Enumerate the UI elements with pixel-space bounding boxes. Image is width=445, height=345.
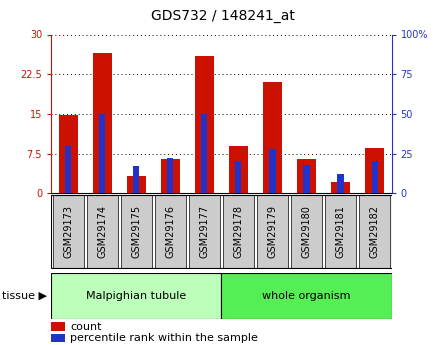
Bar [99,114,105,193]
Bar [121,195,152,268]
Bar [257,195,288,268]
Bar [59,115,77,193]
Bar [51,334,65,342]
Bar [51,273,222,319]
Bar [235,161,242,193]
Text: GSM29173: GSM29173 [63,205,73,258]
Text: whole organism: whole organism [262,291,351,301]
Bar [167,158,174,193]
Text: count: count [70,322,101,332]
Text: GSM29180: GSM29180 [302,205,312,258]
Bar [269,149,275,193]
Bar [127,176,146,193]
Text: GSM29176: GSM29176 [166,205,175,258]
Text: GSM29182: GSM29182 [370,205,380,258]
Bar [189,195,220,268]
Text: GSM29179: GSM29179 [267,205,277,258]
Text: GSM29178: GSM29178 [234,205,243,258]
Bar [229,146,248,193]
Bar [263,82,282,193]
Bar [303,165,310,193]
Bar [222,273,392,319]
Bar [365,148,384,193]
Text: GSM29174: GSM29174 [97,205,107,258]
Text: tissue ▶: tissue ▶ [2,291,47,301]
Bar [337,174,344,193]
Bar [331,181,350,193]
Bar [93,53,112,193]
Text: Malpighian tubule: Malpighian tubule [86,291,186,301]
Bar [51,323,65,331]
Bar [325,195,356,268]
Bar [53,195,84,268]
Bar [87,195,117,268]
Text: GSM29177: GSM29177 [199,205,209,258]
Bar [195,56,214,193]
Bar [133,166,139,193]
Bar [201,114,207,193]
Bar [155,195,186,268]
Bar [65,146,71,193]
Text: GSM29181: GSM29181 [336,205,345,258]
Bar [359,195,390,268]
Bar [372,161,378,193]
Text: GDS732 / 148241_at: GDS732 / 148241_at [150,9,295,23]
Text: GSM29175: GSM29175 [131,205,141,258]
Text: percentile rank within the sample: percentile rank within the sample [70,333,258,343]
Bar [291,195,322,268]
Bar [223,195,254,268]
Bar [297,159,316,193]
Bar [161,159,180,193]
